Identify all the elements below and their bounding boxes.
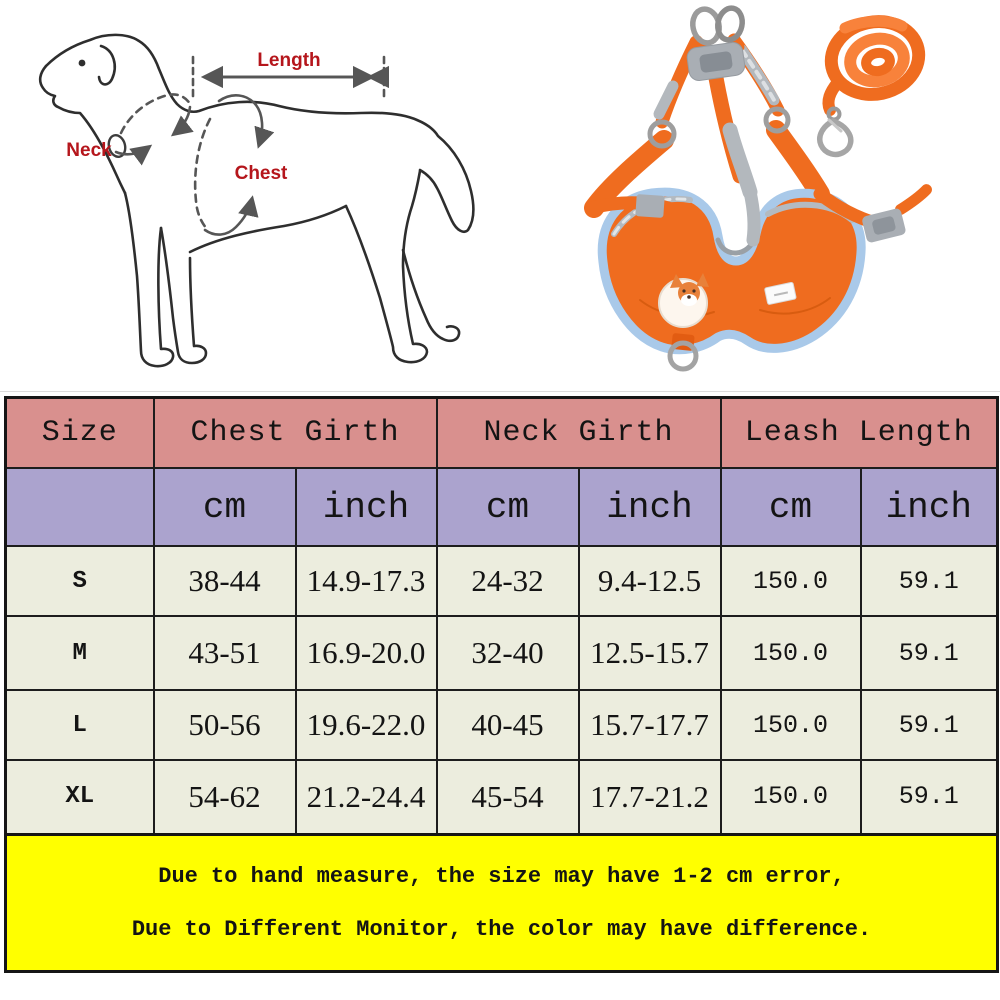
leash-illustration [817, 15, 926, 158]
chest-measure-marks [193, 94, 275, 236]
cell-size: M [4, 615, 155, 691]
unit-neck-cm: cm [435, 467, 580, 547]
leash-snap-hook [817, 118, 854, 158]
length-label: Length [257, 50, 320, 71]
cell-neck-cm: 45-54 [435, 759, 580, 835]
disclaimer-line-2: Due to Different Monitor, the color may … [131, 916, 872, 942]
cell-neck-inch: 9.4-12.5 [577, 545, 722, 617]
unit-leash-cm: cm [719, 467, 862, 547]
col-header-size: Size [4, 396, 155, 469]
cell-chest-cm: 54-62 [152, 759, 297, 835]
col-header-chest-girth: Chest Girth [152, 396, 438, 469]
cell-chest-inch: 14.9-17.3 [294, 545, 438, 617]
col-header-neck-girth: Neck Girth [435, 396, 722, 469]
disclaimer-line-1: Due to hand measure, the size may have 1… [158, 863, 845, 889]
right-adjuster [862, 184, 932, 243]
cell-neck-inch: 15.7-17.7 [577, 689, 722, 761]
chest-release-buckle [686, 42, 746, 81]
cell-chest-cm: 50-56 [152, 689, 297, 761]
cell-leash-inch: 59.1 [859, 615, 999, 691]
cell-chest-inch: 19.6-22.0 [294, 689, 438, 761]
disclaimer-cell: Due to hand measure, the size may have 1… [4, 832, 999, 972]
cell-leash-cm: 150.0 [719, 759, 862, 835]
neck-label: Neck [66, 140, 112, 161]
unit-neck-inch: inch [577, 467, 722, 547]
neck-measure-marks [107, 93, 194, 166]
size-row-xl: XL 54-62 21.2-24.4 45-54 17.7-21.2 150.0… [4, 759, 999, 835]
bottom-d-ring [667, 340, 699, 372]
harness-illustration [584, 5, 932, 372]
cell-neck-cm: 24-32 [435, 545, 580, 617]
size-row-s: S 38-44 14.9-17.3 24-32 9.4-12.5 150.0 5… [4, 545, 999, 617]
gridline-remnant [0, 391, 1000, 392]
cell-size: XL [4, 759, 155, 835]
chest-label: Chest [235, 163, 288, 184]
cell-size: S [4, 545, 155, 617]
unit-chest-inch: inch [294, 467, 438, 547]
cell-neck-inch: 12.5-15.7 [577, 615, 722, 691]
cell-chest-inch: 21.2-24.4 [294, 759, 438, 835]
cell-leash-inch: 59.1 [859, 759, 999, 835]
cell-neck-inch: 17.7-21.2 [577, 759, 722, 835]
cell-chest-inch: 16.9-20.0 [294, 615, 438, 691]
size-row-l: L 50-56 19.6-22.0 40-45 15.7-17.7 150.0 … [4, 689, 999, 761]
cell-chest-cm: 38-44 [152, 545, 297, 617]
cell-neck-cm: 32-40 [435, 615, 580, 691]
size-chart-table: Size Chest Girth Neck Girth Leash Length… [4, 396, 1000, 973]
harness-product-photo [584, 5, 932, 372]
cell-leash-cm: 150.0 [719, 689, 862, 761]
unit-leash-inch: inch [859, 467, 999, 547]
size-tag [764, 281, 797, 305]
dog-eye [78, 59, 86, 67]
cell-neck-cm: 40-45 [435, 689, 580, 761]
col-header-leash-length: Leash Length [719, 396, 999, 469]
unit-chest-cm: cm [152, 467, 297, 547]
cell-size: L [4, 689, 155, 761]
cell-leash-cm: 150.0 [719, 545, 862, 617]
size-row-m: M 43-51 16.9-20.0 32-40 12.5-15.7 150.0 … [4, 615, 999, 691]
right-o-ring [763, 106, 791, 134]
cell-leash-inch: 59.1 [859, 545, 999, 617]
top-illustrations: Length Neck Chest [0, 0, 1000, 396]
units-header-row: cm inch cm inch cm inch [4, 467, 999, 547]
size-chart-section: Size Chest Girth Neck Girth Leash Length… [4, 396, 1000, 973]
dog-measurement-diagram: Length Neck Chest [38, 33, 475, 368]
cell-chest-cm: 43-51 [152, 615, 297, 691]
group-header-row: Size Chest Girth Neck Girth Leash Length [4, 396, 999, 469]
length-measure-marks [191, 55, 390, 101]
cell-leash-cm: 150.0 [719, 615, 862, 691]
cell-leash-inch: 59.1 [859, 689, 999, 761]
left-o-ring [647, 119, 677, 149]
corgi-logo-badge [658, 273, 709, 328]
dog-outline-drawing [38, 33, 475, 368]
disclaimer-row: Due to hand measure, the size may have 1… [4, 832, 999, 972]
left-slide-buckle [635, 194, 665, 218]
units-blank-cell [4, 467, 155, 547]
top-d-ring-right [715, 5, 745, 43]
